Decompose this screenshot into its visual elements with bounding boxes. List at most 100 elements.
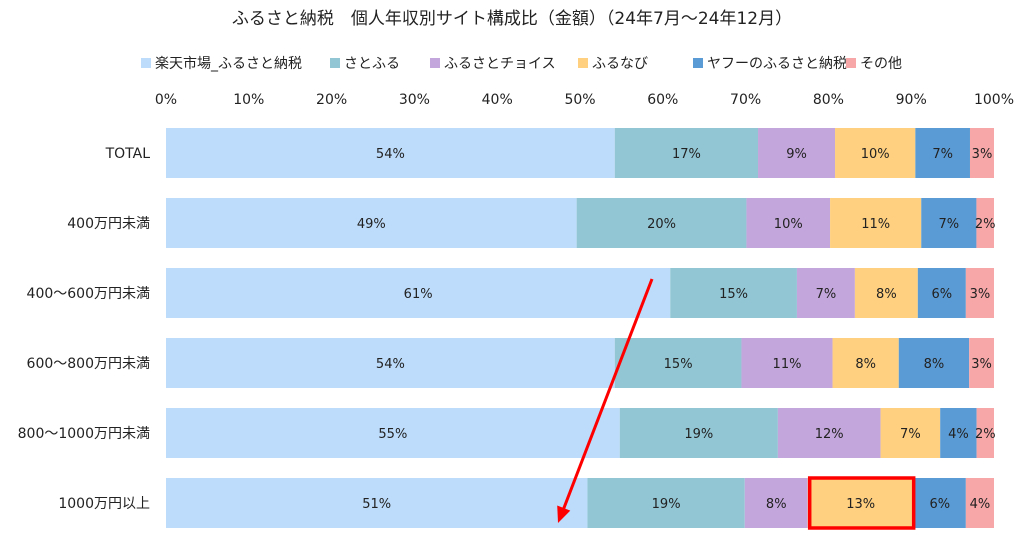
legend-swatch	[693, 58, 703, 68]
data-label: 2%	[975, 427, 996, 442]
x-tick-label: 90%	[896, 92, 927, 108]
category-label: 1000万円以上	[58, 496, 150, 512]
data-label: 11%	[773, 357, 802, 372]
legend-item: ヤフーのふるさと納税	[693, 56, 847, 72]
bar-segment	[832, 338, 899, 388]
legend-item: ふるさとチョイス	[430, 56, 556, 72]
data-label: 61%	[404, 287, 433, 302]
data-label: 17%	[672, 147, 701, 162]
bar-segment	[830, 198, 922, 248]
legend-swatch	[330, 58, 340, 68]
data-label: 8%	[766, 497, 787, 512]
category-label: 400万円未満	[67, 216, 150, 232]
bar-segment	[741, 338, 833, 388]
bar-segment	[807, 478, 914, 528]
data-label: 3%	[972, 147, 993, 162]
bar-row: 51% 19% 8% 13% 6% 4%	[166, 478, 994, 528]
legend-label: その他	[860, 56, 902, 72]
bar-row: 49% 20% 10% 11% 7% 2%	[166, 198, 996, 248]
bar-row: 55% 19% 12% 7% 4% 2%	[166, 408, 996, 458]
bar-segment	[758, 128, 836, 178]
bar-segment	[746, 198, 831, 248]
category-label: 400～600万円未満	[27, 286, 150, 302]
bar-segment	[614, 338, 742, 388]
x-tick-label: 60%	[647, 92, 678, 108]
data-label: 15%	[664, 357, 693, 372]
highlight-box	[807, 476, 916, 530]
bar-segment	[166, 128, 615, 178]
data-label: 3%	[970, 287, 991, 302]
bar-segment	[965, 478, 994, 528]
data-label: 54%	[376, 147, 405, 162]
data-label: 13%	[846, 497, 875, 512]
bar-row: 54% 17% 9% 10% 7% 3%	[166, 128, 994, 178]
bar-segment	[854, 268, 918, 318]
data-label: 7%	[900, 427, 921, 442]
data-label: 10%	[861, 147, 890, 162]
data-label: 9%	[786, 147, 807, 162]
data-label: 6%	[932, 287, 953, 302]
legend-swatch	[141, 58, 151, 68]
legend-swatch	[430, 58, 440, 68]
bar-segment	[913, 478, 966, 528]
bar-segment	[587, 478, 745, 528]
bar-segment	[921, 198, 977, 248]
data-label: 19%	[652, 497, 681, 512]
x-tick-label: 10%	[233, 92, 264, 108]
legend-swatch	[846, 58, 856, 68]
x-tick-label: 40%	[482, 92, 513, 108]
data-label: 7%	[816, 287, 837, 302]
bar-segment	[619, 408, 778, 458]
category-label: 600～800万円未満	[27, 356, 150, 372]
x-tick-label: 0%	[155, 92, 177, 108]
data-label: 51%	[362, 497, 391, 512]
bar-row: 54% 15% 11% 8% 8% 3%	[166, 338, 994, 388]
data-label: 8%	[855, 357, 876, 372]
data-label: 12%	[815, 427, 844, 442]
bar-segment	[166, 198, 577, 248]
bar-segment	[976, 198, 994, 248]
data-label: 19%	[684, 427, 713, 442]
bar-segment	[976, 408, 994, 458]
data-label: 4%	[948, 427, 969, 442]
legend-label: ふるなび	[592, 56, 648, 72]
bar-segment	[166, 478, 588, 528]
data-label: 4%	[970, 497, 991, 512]
annotations	[557, 278, 916, 530]
legend-label: さとふる	[344, 56, 400, 72]
data-label: 55%	[378, 427, 407, 442]
x-tick-label: 50%	[564, 92, 595, 108]
legend-item: ふるなび	[578, 56, 648, 72]
category-label: TOTAL	[105, 146, 151, 162]
bar-segment	[166, 268, 671, 318]
bar-segment	[969, 338, 994, 388]
bars: 54% 17% 9% 10% 7% 3% 49% 20% 10% 11% 7% 2% 61% 15% 7% 8…	[166, 128, 996, 528]
data-label: 49%	[357, 217, 386, 232]
data-label: 6%	[929, 497, 950, 512]
arrow-shaft	[560, 278, 654, 514]
legend-swatch	[578, 58, 588, 68]
bar-segment	[969, 128, 994, 178]
x-tick-label: 20%	[316, 92, 347, 108]
data-label: 54%	[376, 357, 405, 372]
bar-segment	[576, 198, 747, 248]
x-tick-label: 80%	[813, 92, 844, 108]
legend-item: さとふる	[330, 56, 400, 72]
legend-item: その他	[846, 56, 902, 72]
legend-item: 楽天市場_ふるさと納税	[141, 55, 302, 72]
x-tick-label: 70%	[730, 92, 761, 108]
bar-segment	[965, 268, 994, 318]
category-labels: TOTAL 400万円未満 400～600万円未満 600～800万円未満 800～10…	[18, 146, 151, 512]
bar-segment	[166, 408, 620, 458]
bar-segment	[898, 338, 970, 388]
chart-title: ふるさと納税 個人年収別サイト構成比（金額）（24年7月～24年12月）	[232, 9, 792, 29]
data-label: 7%	[939, 217, 960, 232]
data-label: 8%	[876, 287, 897, 302]
bar-segment	[744, 478, 808, 528]
arrow-head	[557, 505, 571, 523]
bar-segment	[915, 128, 970, 178]
bar-segment	[796, 268, 855, 318]
data-label: 15%	[719, 287, 748, 302]
bar-segment	[670, 268, 797, 318]
